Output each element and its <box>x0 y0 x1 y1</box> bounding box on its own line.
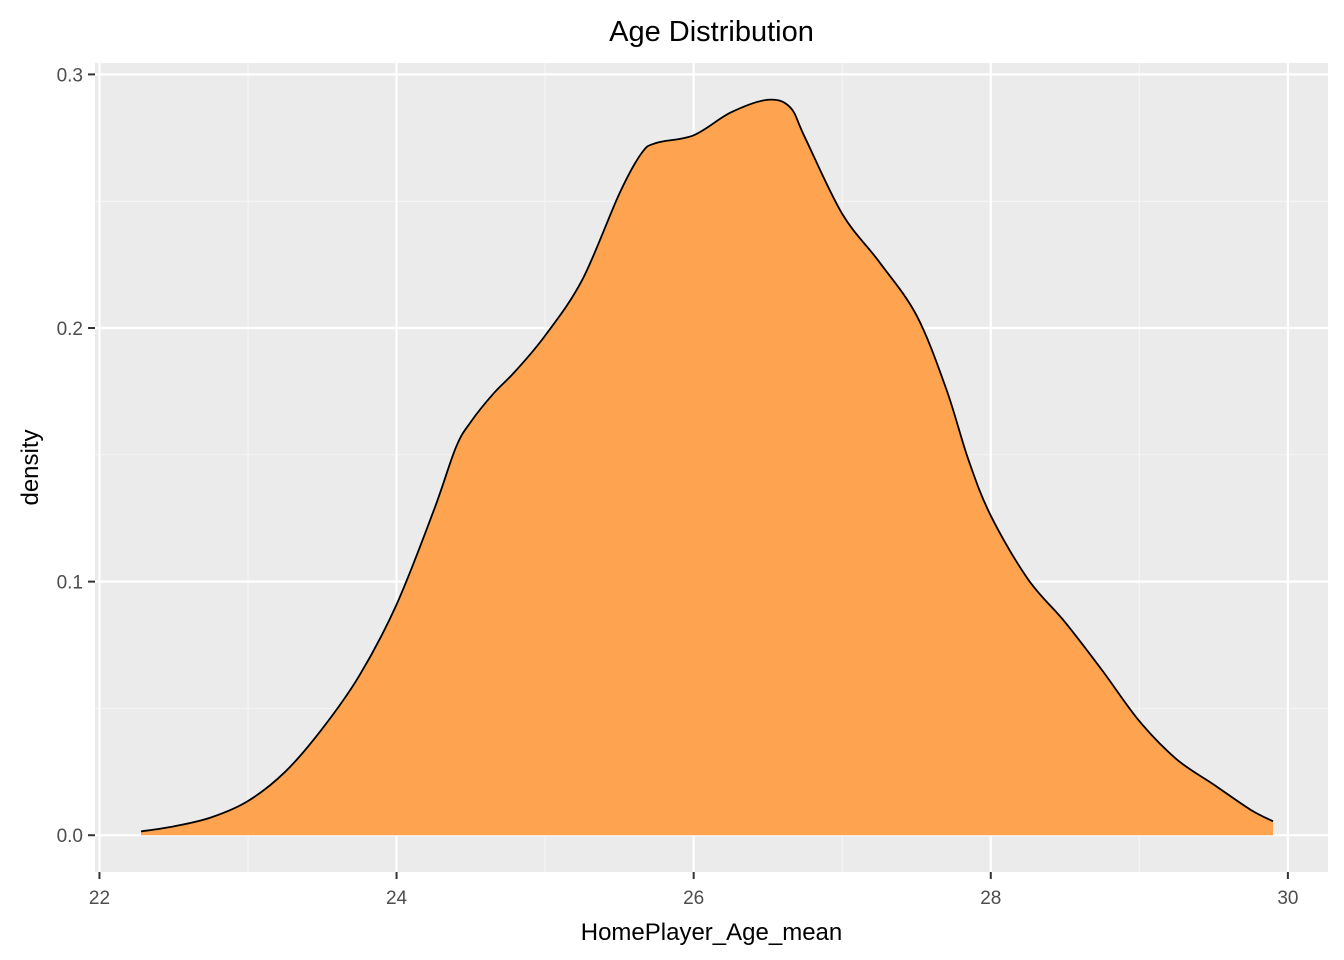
x-axis: 22 24 26 28 30 <box>89 872 1298 909</box>
y-axis: 0.0 0.1 0.2 0.3 <box>57 65 95 847</box>
density-curve-outline <box>140 98 1274 833</box>
x-tick-label: 30 <box>1277 888 1298 909</box>
y-tick-label: 0.0 <box>57 826 83 847</box>
x-tick-label: 26 <box>683 888 704 909</box>
y-tick-label: 0.3 <box>57 65 83 86</box>
x-axis-title: HomePlayer_Age_mean <box>581 919 842 946</box>
y-tick-label: 0.1 <box>57 573 83 594</box>
x-tick-label: 22 <box>89 888 110 909</box>
density-area <box>141 99 1274 836</box>
x-tick-label: 28 <box>980 888 1001 909</box>
y-axis-title: density <box>17 429 44 505</box>
x-tick-label: 24 <box>386 888 408 909</box>
y-tick-label: 0.2 <box>57 319 83 340</box>
chart-title: Age Distribution <box>609 16 814 48</box>
